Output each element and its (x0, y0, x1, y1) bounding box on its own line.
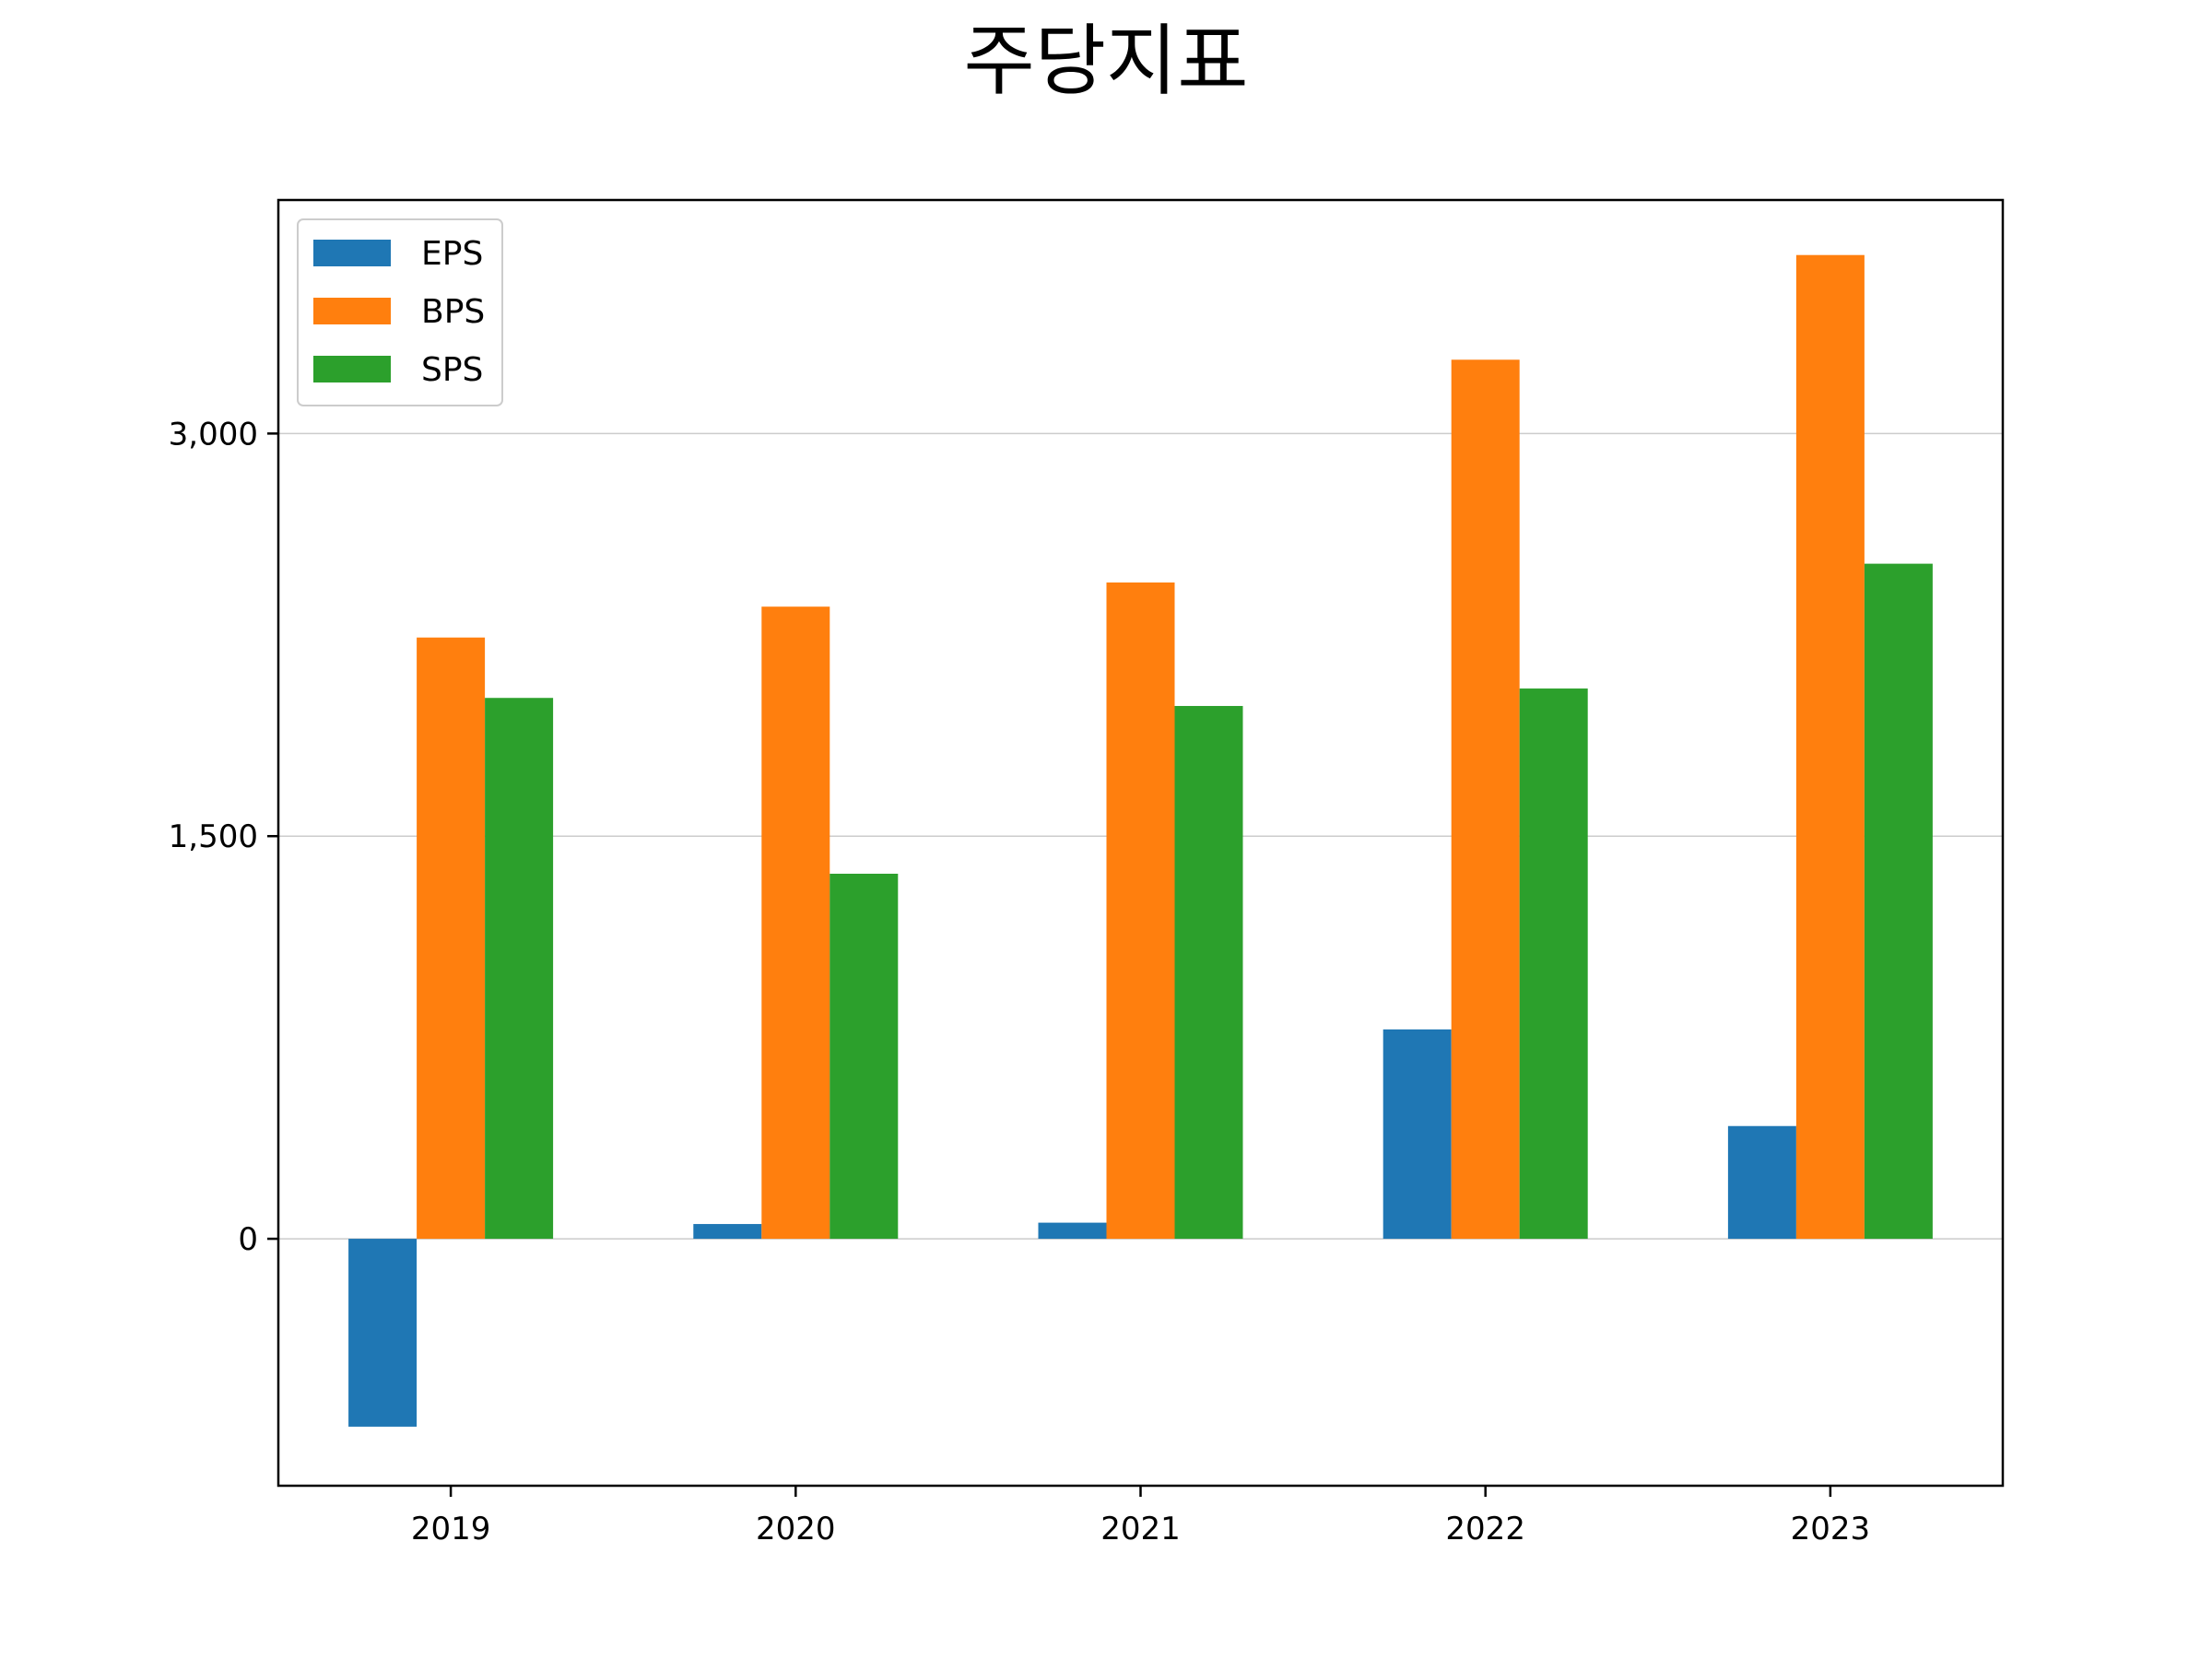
bar-sps-2023 (1864, 563, 1933, 1240)
legend-label-sps: SPS (421, 351, 483, 389)
bar-eps-2019 (348, 1239, 418, 1427)
legend-swatch-eps (313, 240, 391, 266)
y-axis: 0 1,500 3,000 (169, 416, 278, 1258)
bar-sps-2020 (830, 873, 899, 1240)
bar-sps-2022 (1519, 688, 1588, 1240)
bar-eps-2022 (1382, 1029, 1452, 1240)
x-tick-label: 2019 (411, 1511, 491, 1547)
bar-bps-2020 (761, 606, 830, 1240)
bar-sps-2019 (485, 698, 554, 1240)
y-tick-label: 0 (238, 1221, 258, 1258)
legend-label-eps: EPS (421, 235, 483, 273)
y-tick-label: 3,000 (169, 416, 258, 453)
x-tick-label: 2023 (1791, 1511, 1871, 1547)
bar-bps-2021 (1106, 582, 1175, 1240)
bar-bps-2022 (1451, 359, 1520, 1240)
y-tick-label: 1,500 (169, 818, 258, 855)
legend-label-bps: BPS (421, 293, 485, 331)
bar-sps-2021 (1174, 705, 1243, 1240)
bar-eps-2023 (1727, 1125, 1796, 1240)
x-axis: 2019 2020 2021 2022 2023 (411, 1486, 1870, 1547)
legend-swatch-bps (313, 298, 391, 324)
bars (348, 254, 1933, 1427)
x-tick-label: 2022 (1445, 1511, 1525, 1547)
bar-eps-2020 (693, 1224, 762, 1240)
x-tick-label: 2020 (756, 1511, 836, 1547)
chart-title: 주당지표 (963, 16, 1248, 106)
x-tick-label: 2021 (1100, 1511, 1181, 1547)
bar-bps-2019 (417, 637, 486, 1240)
legend: EPS BPS SPS (297, 218, 503, 406)
legend-swatch-sps (313, 356, 391, 382)
bar-bps-2023 (1795, 254, 1865, 1240)
bar-eps-2021 (1038, 1222, 1107, 1240)
